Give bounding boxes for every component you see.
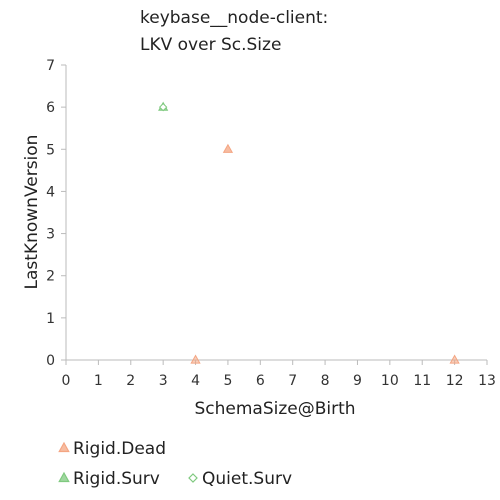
legend-marker-rigid-dead [58,441,70,453]
y-tick-label: 0 [46,353,55,369]
legend-label-quiet-surv: Quiet.Surv [202,469,292,489]
legend: Rigid.Dead Rigid.Surv Quiet.Surv [58,439,292,489]
x-tick-label: 9 [353,373,362,389]
data-point-rigid-dead [222,143,234,153]
x-tick-label: 10 [381,373,399,389]
x-tick-label: 11 [413,373,431,389]
legend-item-rigid-surv: Rigid.Surv [58,469,160,489]
x-tick-label: 6 [256,373,265,389]
y-axis-label: LastKnownVersion [22,135,42,290]
legend-marker-quiet-surv [188,473,198,483]
legend-item-quiet-surv: Quiet.Surv [188,469,292,489]
y-tick-label: 5 [46,142,55,158]
chart-title: keybase__node-client: LKV over Sc.Size [140,8,328,55]
x-tick-label: 5 [223,373,232,389]
x-tick-label: 7 [288,373,297,389]
legend-marker-rigid-surv [58,471,70,483]
x-tick-label: 4 [191,373,200,389]
x-tick-label: 3 [159,373,168,389]
y-tick-label: 1 [46,311,55,327]
legend-item-rigid-dead: Rigid.Dead [58,439,166,459]
x-tick-label: 13 [478,373,496,389]
chart-title-line-2: LKV over Sc.Size [140,35,281,55]
x-ticks: 0 1 2 3 4 5 6 7 8 9 10 11 12 13 [62,360,496,389]
legend-label-rigid-surv: Rigid.Surv [73,469,160,489]
x-tick-label: 8 [321,373,330,389]
axes [65,65,487,361]
x-tick-label: 0 [62,373,71,389]
x-tick-label: 2 [126,373,135,389]
y-tick-label: 2 [46,269,55,285]
x-tick-label: 1 [94,373,103,389]
x-axis-label: SchemaSize@Birth [194,399,355,419]
y-ticks: 0 1 2 3 4 5 6 7 [46,58,66,369]
chart-title-line-1: keybase__node-client: [140,8,328,28]
y-tick-label: 4 [46,184,55,200]
y-tick-label: 6 [46,100,55,116]
x-tick-label: 12 [446,373,464,389]
data-points [158,101,460,364]
y-tick-label: 7 [46,58,55,74]
legend-label-rigid-dead: Rigid.Dead [73,439,166,459]
data-point-rigid-dead [190,354,201,364]
y-tick-label: 3 [46,227,55,243]
data-point-rigid-dead [449,354,460,364]
data-point-quiet-surv [158,102,168,112]
